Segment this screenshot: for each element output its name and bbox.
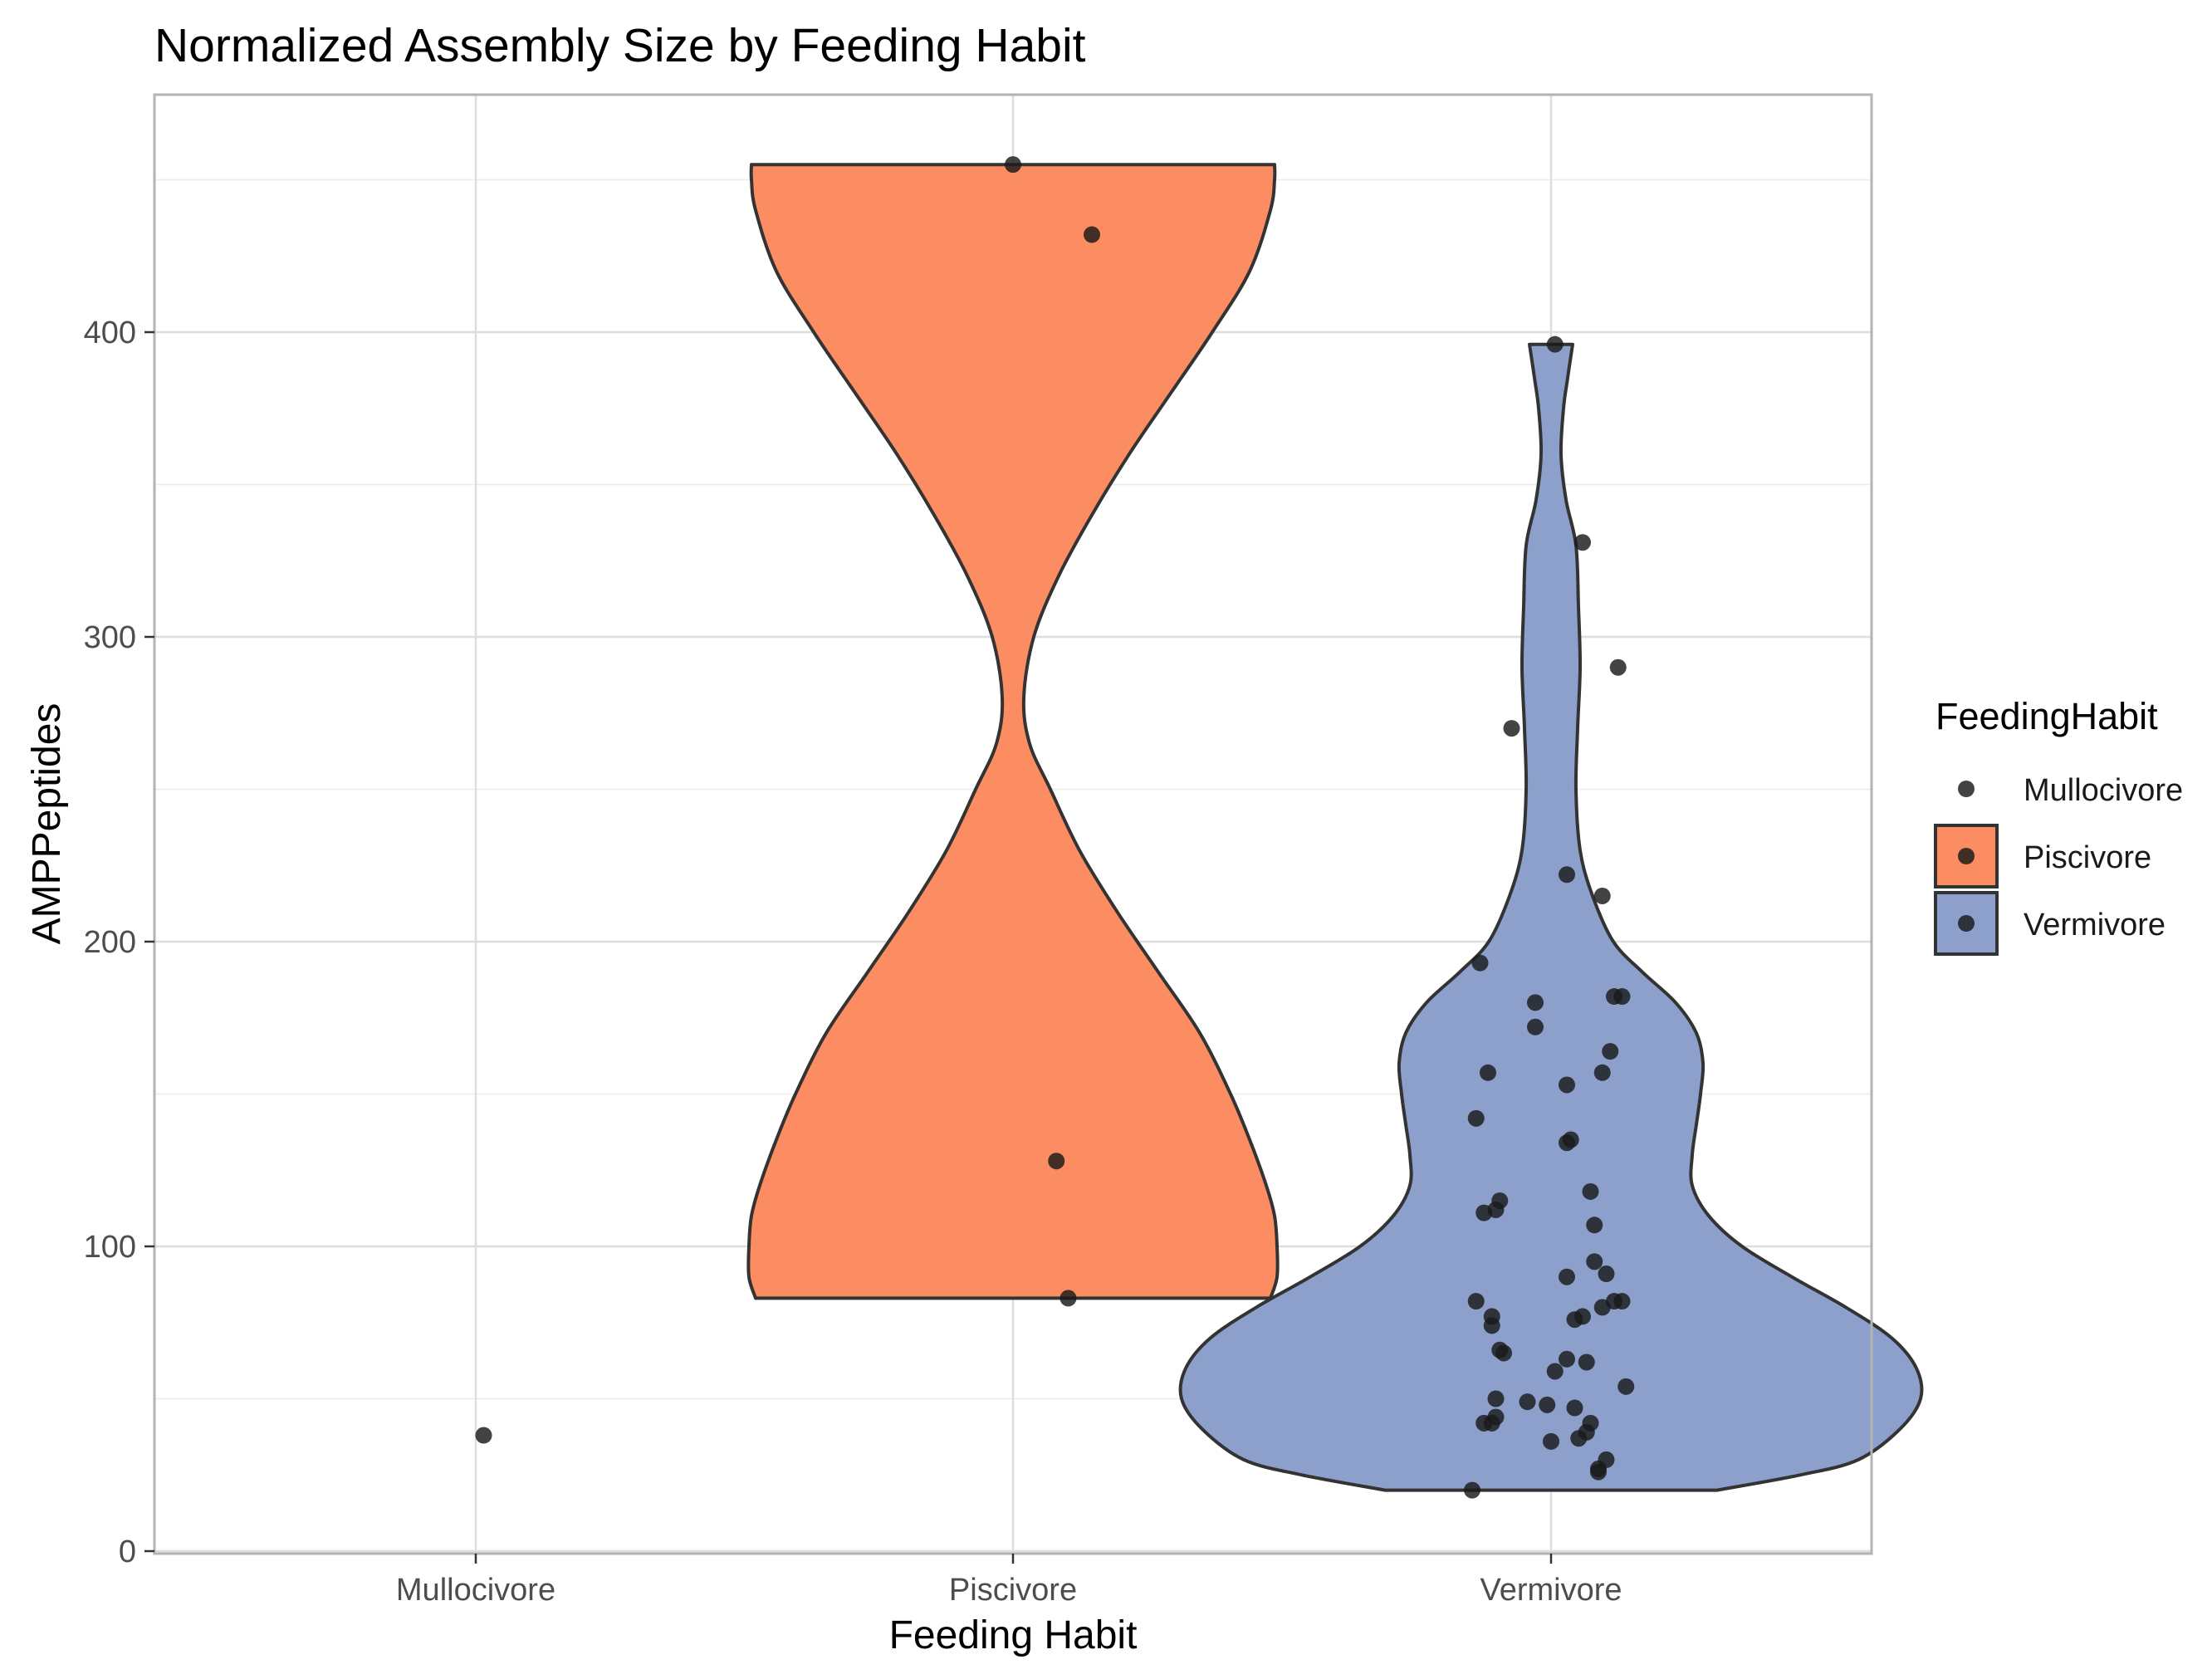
data-point-vermivore bbox=[1593, 1064, 1611, 1081]
legend-title: FeedingHabit bbox=[1936, 695, 2158, 737]
data-point-piscivore bbox=[1005, 156, 1021, 174]
x-axis-title: Feeding Habit bbox=[889, 1613, 1138, 1657]
data-point-vermivore bbox=[1471, 954, 1489, 972]
data-point-vermivore bbox=[1559, 1134, 1575, 1152]
data-point-piscivore bbox=[1048, 1153, 1065, 1170]
data-point-vermivore bbox=[1602, 1043, 1619, 1060]
data-point-vermivore bbox=[1527, 994, 1544, 1011]
data-point-vermivore bbox=[1617, 1378, 1635, 1395]
data-point-mullocivore bbox=[475, 1427, 492, 1444]
data-point-piscivore bbox=[1084, 226, 1100, 243]
data-point-vermivore bbox=[1593, 1299, 1611, 1316]
data-point-vermivore bbox=[1613, 1293, 1631, 1310]
data-point-vermivore bbox=[1574, 534, 1591, 551]
data-point-vermivore bbox=[1539, 1396, 1556, 1413]
data-point-vermivore bbox=[1613, 988, 1631, 1006]
legend-point-piscivore bbox=[1958, 848, 1975, 864]
y-tick-label: 200 bbox=[84, 925, 136, 960]
data-point-vermivore bbox=[1582, 1182, 1599, 1200]
chart-title: Normalized Assembly Size by Feeding Habi… bbox=[154, 19, 1086, 72]
data-point-vermivore bbox=[1503, 720, 1520, 737]
data-point-vermivore bbox=[1559, 1350, 1575, 1368]
data-point-vermivore bbox=[1475, 1204, 1493, 1221]
legend: FeedingHabit Mullocivore Piscivore Vermivo… bbox=[1934, 695, 2183, 956]
y-axis-ticks: 0 100 200 300 400 bbox=[84, 316, 154, 1569]
data-point-vermivore bbox=[1543, 1432, 1559, 1450]
x-tick-label: Vermivore bbox=[1480, 1573, 1622, 1608]
data-point-vermivore bbox=[1609, 658, 1627, 676]
data-point-piscivore bbox=[1060, 1290, 1077, 1307]
legend-label-piscivore: Piscivore bbox=[2024, 840, 2151, 875]
data-point-vermivore bbox=[1598, 1265, 1615, 1283]
legend-label-vermivore: Vermivore bbox=[2024, 908, 2166, 942]
data-point-vermivore bbox=[1495, 1344, 1512, 1362]
y-tick-label: 300 bbox=[84, 620, 136, 655]
data-point-vermivore bbox=[1578, 1353, 1595, 1371]
data-point-vermivore bbox=[1464, 1481, 1480, 1499]
data-point-vermivore bbox=[1570, 1430, 1588, 1447]
data-point-vermivore bbox=[1559, 866, 1575, 884]
y-tick-label: 400 bbox=[84, 316, 136, 350]
legend-point-mullocivore bbox=[1958, 781, 1975, 797]
data-point-vermivore bbox=[1519, 1393, 1536, 1411]
data-point-vermivore bbox=[1546, 1363, 1564, 1380]
violin-vermivore bbox=[1178, 342, 1924, 1492]
y-axis-title: AMPPeptides bbox=[25, 703, 69, 945]
data-point-vermivore bbox=[1593, 887, 1611, 904]
data-point-vermivore bbox=[1487, 1390, 1505, 1407]
y-tick-label: 0 bbox=[119, 1535, 136, 1569]
data-point-vermivore bbox=[1559, 1076, 1575, 1094]
data-point-vermivore bbox=[1559, 1268, 1575, 1285]
x-tick-label: Piscivore bbox=[949, 1573, 1077, 1608]
y-tick-label: 100 bbox=[84, 1230, 136, 1265]
data-points bbox=[475, 156, 1635, 1499]
x-tick-label: Mullocivore bbox=[396, 1573, 555, 1608]
data-point-vermivore bbox=[1483, 1414, 1500, 1432]
data-point-vermivore bbox=[1586, 1253, 1603, 1270]
data-point-vermivore bbox=[1527, 1018, 1544, 1035]
data-point-vermivore bbox=[1566, 1399, 1583, 1417]
x-axis-ticks: Mullocivore Piscivore Vermivore bbox=[396, 1554, 1622, 1608]
violin-piscivore bbox=[746, 163, 1280, 1300]
violin-shapes bbox=[746, 163, 1924, 1492]
data-point-vermivore bbox=[1467, 1293, 1485, 1310]
data-point-vermivore bbox=[1467, 1109, 1485, 1127]
data-point-vermivore bbox=[1546, 335, 1564, 353]
data-point-vermivore bbox=[1566, 1311, 1583, 1329]
legend-label-mullocivore: Mullocivore bbox=[2024, 773, 2183, 808]
data-point-vermivore bbox=[1483, 1317, 1500, 1334]
data-point-vermivore bbox=[1590, 1463, 1607, 1481]
data-point-vermivore bbox=[1586, 1216, 1603, 1234]
legend-point-vermivore bbox=[1958, 915, 1975, 932]
data-point-vermivore bbox=[1480, 1064, 1496, 1081]
